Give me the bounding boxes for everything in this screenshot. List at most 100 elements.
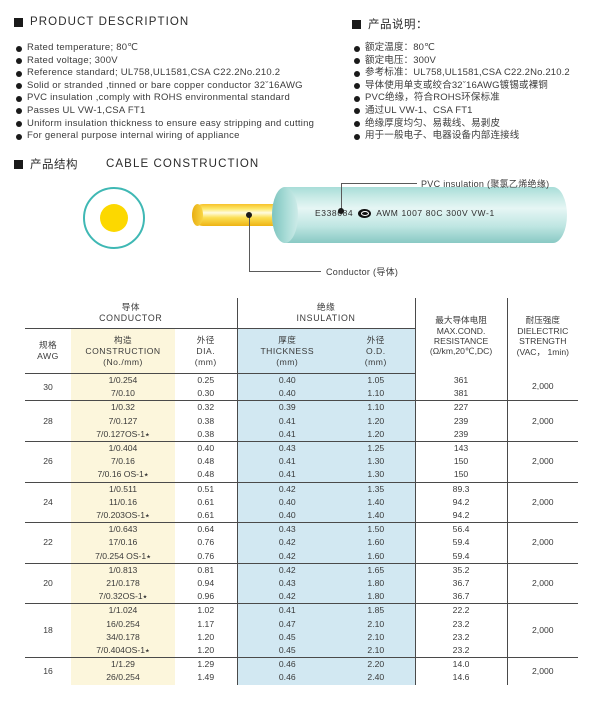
table-row: 22 1/0.643 17/0.16 7/0.254 OS-1٭ 0.64 0.… bbox=[25, 522, 579, 564]
cell-thickness: 0.41 0.47 0.45 0.45 bbox=[236, 603, 338, 658]
bullet-dot-icon bbox=[16, 108, 22, 115]
column-header-max-resistance: 最大导体电阻 MAX.COND. RESISTANCE (Ω/km,20℃,DC… bbox=[414, 298, 508, 374]
column-header-conductor-dia-unit: (mm) bbox=[194, 356, 217, 367]
cell-resistance: 22.2 23.2 23.2 23.2 bbox=[414, 603, 508, 658]
group-header-insulation-cn: 绝缘 bbox=[316, 301, 336, 312]
bullet-dot-icon bbox=[354, 133, 360, 140]
callout-label-pvc-insulation: PVC insulation (聚氯乙烯绝缘) bbox=[421, 179, 550, 189]
leader-line-conductor-vertical bbox=[249, 215, 250, 271]
cell-awg: 28 bbox=[43, 415, 53, 426]
list-item-label: Passes UL VW-1,CSA FT1 bbox=[27, 104, 146, 116]
cable-specification-table: 导体 CONDUCTOR 绝缘 INSULATION 最大导体电阻 MAX.CO… bbox=[25, 298, 579, 685]
table-row: 24 1/0.511 11/0.16 7/0.203OS-1٭ 0.51 0.6… bbox=[25, 482, 579, 523]
bullet-square-icon bbox=[14, 159, 23, 169]
cell-awg: 20 bbox=[43, 578, 53, 589]
cell-conductor-dia: 0.40 0.48 0.48 bbox=[197, 443, 215, 480]
column-header-insulation-od: 外径 O.D. (mm) bbox=[337, 328, 416, 374]
cell-dielectric-strength: 2,000 bbox=[506, 482, 579, 523]
bullet-dot-icon bbox=[16, 70, 22, 77]
column-header-thickness-unit: (mm) bbox=[276, 356, 299, 367]
conductor-end-cap bbox=[192, 204, 203, 226]
bullet-dot-icon bbox=[354, 70, 360, 77]
cell-resistance: 361 381 bbox=[414, 373, 508, 401]
cell-resistance: 56.4 59.4 59.4 bbox=[414, 522, 508, 564]
list-item-label: PVC insulation ,comply with ROHS environ… bbox=[27, 92, 290, 104]
cell-insulation-od: 1.50 1.60 1.60 bbox=[337, 522, 416, 564]
cell-conductor-dia: 0.51 0.61 0.61 bbox=[197, 483, 215, 521]
section-title-cable-construction-en: CABLE CONSTRUCTION bbox=[106, 158, 260, 170]
marking-ratings: AWM 1007 80C 300V VW-1 bbox=[376, 208, 495, 218]
bullet-dot-icon bbox=[354, 58, 360, 65]
list-item-label: For general purpose internal wiring of a… bbox=[27, 130, 240, 142]
column-header-construction-cn: 构造 bbox=[114, 334, 132, 345]
cell-dielectric-strength: 2,000 bbox=[506, 373, 579, 401]
cell-conductor-dia: 1.29 1.49 bbox=[197, 659, 215, 683]
column-header-conductor-dia: 外径 DIA. (mm) bbox=[175, 328, 238, 374]
list-item-label: 额定温度：80℃ bbox=[365, 42, 435, 53]
cell-awg: 16 bbox=[43, 665, 53, 676]
list-item: Reference standard; UL758,UL1581,CSA C22… bbox=[16, 67, 346, 80]
callout-dot-conductor-icon bbox=[246, 212, 252, 218]
bullet-dot-icon bbox=[354, 83, 360, 90]
cell-dielectric-strength: 2,000 bbox=[506, 400, 579, 442]
cell-awg: 22 bbox=[43, 537, 53, 548]
cell-construction: 1/0.813 21/0.178 7/0.32OS-1٭ bbox=[71, 563, 175, 604]
cell-resistance: 143 150 150 bbox=[414, 441, 508, 483]
cell-construction: 1/0.404 7/0.16 7/0.16 OS-1٭ bbox=[71, 441, 175, 483]
bullet-dot-icon bbox=[354, 108, 360, 115]
list-item: 额定电压：300V bbox=[354, 55, 602, 68]
list-item: 绝缘厚度均匀、易裁线、易剥皮 bbox=[354, 118, 602, 131]
cable-construction-diagram: E338684 AWM 1007 80C 300V VW-1 PVC insul… bbox=[0, 175, 603, 293]
cell-dielectric-strength: 2,000 bbox=[506, 603, 579, 658]
section-heading-product-description-cn: 产品说明： bbox=[352, 16, 428, 32]
list-item-label: 参考标准：UL758,UL1581,CSA C22.2No.210.2 bbox=[365, 67, 570, 79]
column-header-construction: 构造 CONSTRUCTION (No./mm) bbox=[71, 328, 175, 374]
bullet-dot-icon bbox=[354, 95, 360, 102]
cell-awg: 18 bbox=[43, 625, 53, 636]
product-description-list-cn: 额定温度：80℃ 额定电压：300V 参考标准：UL758,UL1581,CSA… bbox=[354, 42, 602, 143]
product-description-list-en: Rated temperature; 80℃ Rated voltage; 30… bbox=[16, 42, 346, 143]
cell-thickness: 0.40 0.40 bbox=[236, 373, 338, 401]
insulation-end-cap bbox=[272, 187, 298, 243]
cell-construction: 1/0.32 7/0.127 7/0.127OS-1٭ bbox=[71, 400, 175, 442]
table-group-header-row: 导体 CONDUCTOR 绝缘 INSULATION 最大导体电阻 MAX.CO… bbox=[25, 298, 579, 374]
list-item-label: Rated temperature; 80℃ bbox=[27, 42, 139, 53]
cell-dielectric-strength: 2,000 bbox=[506, 522, 579, 564]
list-item-label: PVC绝缘，符合ROHS环保标准 bbox=[365, 92, 500, 104]
list-item-label: 导体使用单支或绞合32ˇ16AWG镀锡或裸铜 bbox=[365, 79, 548, 91]
cell-conductor-dia: 0.32 0.38 0.38 bbox=[197, 402, 215, 439]
cell-awg: 30 bbox=[43, 381, 53, 392]
cell-conductor-dia: 1.02 1.17 1.20 1.20 bbox=[197, 605, 215, 656]
cell-resistance: 14.0 14.6 bbox=[414, 657, 508, 685]
cell-dielectric-strength: 2,000 bbox=[506, 441, 579, 483]
list-item: PVC insulation ,comply with ROHS environ… bbox=[16, 92, 346, 105]
table-row: 26 1/0.404 7/0.16 7/0.16 OS-1٭ 0.40 0.48… bbox=[25, 441, 579, 483]
column-header-construction-en: CONSTRUCTION bbox=[85, 345, 161, 356]
bullet-dot-icon bbox=[16, 83, 22, 90]
bullet-dot-icon bbox=[16, 45, 22, 52]
cell-resistance: 89.3 94.2 94.2 bbox=[414, 482, 508, 523]
cell-conductor-dia: 0.64 0.76 0.76 bbox=[197, 524, 215, 561]
leader-line-pvc-horizontal bbox=[341, 183, 417, 184]
list-item-label: 通过UL VW-1、CSA FT1 bbox=[365, 104, 473, 116]
cell-thickness: 0.43 0.42 0.42 bbox=[236, 522, 338, 564]
callout-label-conductor: Conductor (导体) bbox=[326, 267, 399, 277]
section-title-cable-construction-cn: 产品结构 bbox=[30, 159, 78, 171]
column-header-max-resistance-cn: 最大导体电阻 bbox=[435, 315, 487, 326]
cell-awg: 24 bbox=[43, 496, 53, 507]
group-header-insulation: 绝缘 INSULATION bbox=[236, 298, 416, 329]
marking-file-number: E338684 bbox=[315, 208, 354, 218]
cell-conductor-dia: 0.25 0.30 bbox=[197, 375, 215, 399]
cell-construction: 1/1.024 16/0.254 34/0.178 7/0.404OS-1٭ bbox=[71, 603, 175, 658]
cable-cross-section-illustration bbox=[83, 187, 145, 249]
column-header-awg-cn: 规格 bbox=[39, 340, 57, 350]
bullet-square-icon bbox=[14, 17, 23, 27]
list-item-label: 用于一般电子、电器设备内部连接线 bbox=[365, 130, 520, 142]
cell-dielectric-strength: 2,000 bbox=[506, 657, 579, 685]
bullet-square-icon bbox=[352, 19, 361, 29]
list-item: Passes UL VW-1,CSA FT1 bbox=[16, 105, 346, 118]
cell-thickness: 0.42 0.40 0.40 bbox=[236, 482, 338, 523]
callout-dot-pvc-icon bbox=[338, 208, 344, 214]
insulation-illustration bbox=[272, 187, 567, 243]
cell-thickness: 0.39 0.41 0.41 bbox=[236, 400, 338, 442]
